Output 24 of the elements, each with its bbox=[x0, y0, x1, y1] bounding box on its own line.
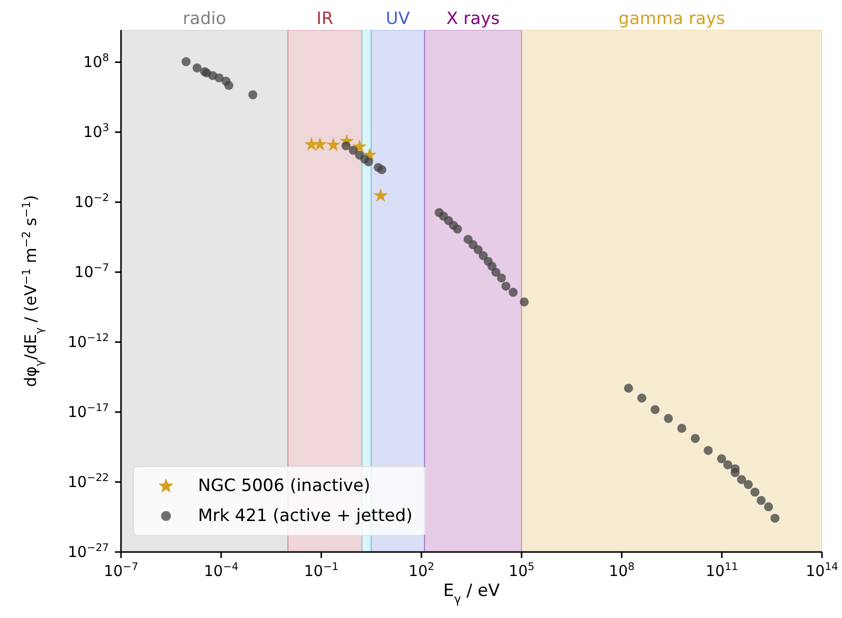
legend-label: Mrk 421 (active + jetted) bbox=[198, 505, 413, 528]
x-tick-label: 10$^{2}$ bbox=[408, 561, 434, 580]
y-tick-label: 10$^{−27}$ bbox=[68, 542, 109, 561]
y-tick-label: 10$^{8}$ bbox=[83, 52, 109, 72]
legend-label: NGC 5006 (inactive) bbox=[198, 475, 370, 498]
x-tick-label: 10$^{−1}$ bbox=[304, 561, 339, 580]
y-tick-label: 10$^{−22}$ bbox=[68, 472, 109, 492]
band-label: IR bbox=[316, 9, 334, 29]
band-label: X rays bbox=[446, 9, 500, 29]
y-tick-label: 10$^{3}$ bbox=[83, 122, 109, 142]
y-tick-label: 10$^{−7}$ bbox=[74, 262, 109, 282]
x-tick-label: 10$^{14}$ bbox=[806, 561, 839, 580]
x-tick-label: 10$^{8}$ bbox=[608, 561, 635, 580]
y-tick-label: 10$^{−2}$ bbox=[74, 192, 109, 212]
x-tick-label: 10$^{−7}$ bbox=[104, 561, 138, 580]
x-tick-label: 10$^{5}$ bbox=[508, 561, 534, 580]
y-tick-label: 10$^{−17}$ bbox=[68, 402, 109, 422]
band-label: UV bbox=[386, 9, 410, 29]
y-tick-label: 10$^{−12}$ bbox=[68, 332, 109, 352]
x-tick-label: 10$^{−4}$ bbox=[204, 561, 239, 580]
band-label: gamma rays bbox=[618, 9, 726, 29]
band-label: radio bbox=[182, 9, 226, 29]
x-axis-title: E$_{γ}$ / eV bbox=[443, 581, 500, 606]
x-tick-label: 10$^{11}$ bbox=[706, 561, 738, 580]
